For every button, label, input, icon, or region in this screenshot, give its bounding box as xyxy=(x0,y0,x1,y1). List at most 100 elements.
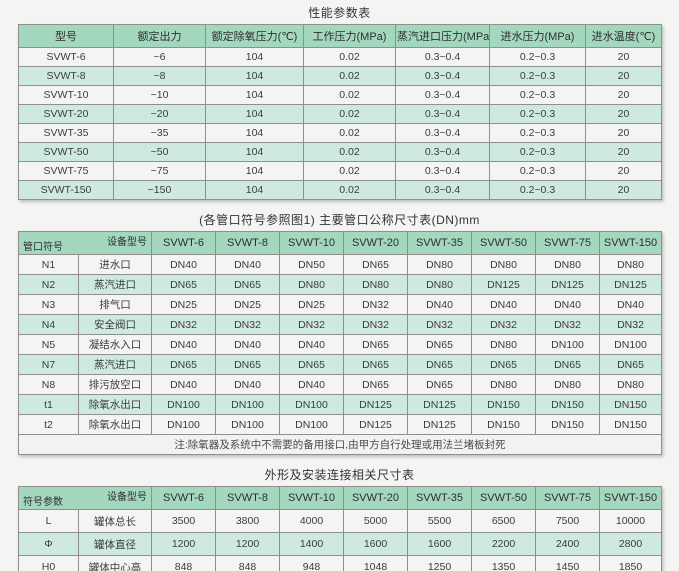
value-cell: 0.2~0.3 xyxy=(489,161,586,181)
model-column-header: SVWT-20 xyxy=(343,231,408,255)
value-cell: ~150 xyxy=(113,180,206,200)
symbol-cell: t2 xyxy=(18,414,79,435)
value-cell: 2800 xyxy=(599,532,662,556)
name-cell: 蒸汽进口 xyxy=(78,274,152,295)
value-cell: DN150 xyxy=(599,414,662,435)
value-cell: DN40 xyxy=(471,294,536,315)
value-cell: DN100 xyxy=(215,414,280,435)
value-cell: 5500 xyxy=(407,509,472,533)
dimensions-table: 设备型号 符号参数 SVWT-6 SVWT-8 SVWT-10 SVWT-20 SVWT-3… xyxy=(18,486,662,571)
column-header: 工作压力(MPa) xyxy=(303,24,396,48)
symbol-cell: N2 xyxy=(18,274,79,295)
name-cell: 凝结水入口 xyxy=(78,334,152,355)
value-cell: 0.3~0.4 xyxy=(395,47,490,67)
column-header: 进水压力(MPa) xyxy=(489,24,586,48)
table-row: N3 排气口 DN25 DN25 DN25 DN32 DN40 DN40 DN40 DN40 xyxy=(18,294,662,315)
value-cell: 0.3~0.4 xyxy=(395,66,490,86)
table-row: t2 除氧水出口 DN100 DN100 DN100 DN125 DN125 DN150 DN1… xyxy=(18,414,662,435)
table-row: N2 蒸汽进口 DN65 DN65 DN80 DN80 DN80 DN125 DN125 DN12… xyxy=(18,274,662,295)
value-cell: 7500 xyxy=(535,509,600,533)
name-cell: 除氧水出口 xyxy=(78,394,152,415)
model-cell: SVWT-150 xyxy=(18,180,114,200)
model-cell: SVWT-8 xyxy=(18,66,114,86)
corner-header-cell: 设备型号 符号参数 xyxy=(18,486,152,510)
value-cell: 0.3~0.4 xyxy=(395,161,490,181)
name-cell: 除氧水出口 xyxy=(78,414,152,435)
value-cell: DN65 xyxy=(151,354,216,375)
table-row: SVWT-35 ~35 104 0.02 0.3~0.4 0.2~0.3 20 xyxy=(18,123,662,143)
value-cell: DN65 xyxy=(407,374,472,395)
value-cell: 3500 xyxy=(151,509,216,533)
model-cell: SVWT-20 xyxy=(18,104,114,124)
value-cell: ~35 xyxy=(113,123,206,143)
value-cell: 1600 xyxy=(407,532,472,556)
table-row: SVWT-20 ~20 104 0.02 0.3~0.4 0.2~0.3 20 xyxy=(18,104,662,124)
symbol-cell: N5 xyxy=(18,334,79,355)
value-cell: DN80 xyxy=(279,274,344,295)
value-cell: ~6 xyxy=(113,47,206,67)
value-cell: 1250 xyxy=(407,555,472,571)
value-cell: DN150 xyxy=(471,394,536,415)
performance-table-title: 性能参数表 xyxy=(308,6,371,20)
value-cell: DN32 xyxy=(471,314,536,335)
corner-bottom-left-label: 符号参数 xyxy=(23,497,63,508)
performance-section: 性能参数表 型号 额定出力 额定除氧压力(℃) 工作压力(MPa) 蒸汽进口压力(MPa… xyxy=(18,2,679,200)
value-cell: DN65 xyxy=(407,334,472,355)
value-cell: 20 xyxy=(585,85,662,105)
table-row: t1 除氧水出口 DN100 DN100 DN100 DN125 DN125 DN150 DN1… xyxy=(18,394,662,415)
corner-bottom-left-label: 管口符号 xyxy=(23,242,63,253)
corner-top-right-label: 设备型号 xyxy=(107,237,147,248)
value-cell: DN80 xyxy=(599,254,662,275)
dimensions-table-title: 外形及安装连接相关尺寸表 xyxy=(264,468,415,482)
value-cell: 2400 xyxy=(535,532,600,556)
value-cell: 0.02 xyxy=(303,104,396,124)
name-cell: 排污放空口 xyxy=(78,374,152,395)
value-cell: 20 xyxy=(585,104,662,124)
model-cell: SVWT-75 xyxy=(18,161,114,181)
table-row: SVWT-10 ~10 104 0.02 0.3~0.4 0.2~0.3 20 xyxy=(18,85,662,105)
header-row: 设备型号 管口符号 SVWT-6 SVWT-8 SVWT-10 SVWT-20 SVWT-3… xyxy=(18,231,662,255)
value-cell: DN100 xyxy=(279,394,344,415)
value-cell: DN150 xyxy=(471,414,536,435)
value-cell: DN32 xyxy=(599,314,662,335)
value-cell: 848 xyxy=(215,555,280,571)
header-row: 型号 额定出力 额定除氧压力(℃) 工作压力(MPa) 蒸汽进口压力(MPa) 进水压力(… xyxy=(18,24,662,48)
symbol-cell: H0 xyxy=(18,555,79,571)
value-cell: DN125 xyxy=(407,394,472,415)
value-cell: DN32 xyxy=(151,314,216,335)
value-cell: DN100 xyxy=(535,334,600,355)
value-cell: DN125 xyxy=(599,274,662,295)
value-cell: 0.2~0.3 xyxy=(489,85,586,105)
value-cell: 104 xyxy=(205,123,304,143)
value-cell: 0.02 xyxy=(303,180,396,200)
value-cell: 0.02 xyxy=(303,85,396,105)
value-cell: 0.02 xyxy=(303,161,396,181)
nozzle-size-section: (各管口符号参照图1) 主要管口公称尺寸表(DN)mm 设备型号 管口符号 SVWT… xyxy=(18,209,679,455)
value-cell: DN65 xyxy=(535,354,600,375)
value-cell: DN25 xyxy=(151,294,216,315)
value-cell: DN125 xyxy=(343,394,408,415)
value-cell: DN25 xyxy=(215,294,280,315)
model-column-header: SVWT-10 xyxy=(279,486,344,510)
column-header: 进水温度(℃) xyxy=(585,24,662,48)
value-cell: 0.3~0.4 xyxy=(395,104,490,124)
model-column-header: SVWT-150 xyxy=(599,486,662,510)
value-cell: 0.3~0.4 xyxy=(395,85,490,105)
value-cell: 0.3~0.4 xyxy=(395,142,490,162)
value-cell: ~8 xyxy=(113,66,206,86)
nozzle-size-table: 设备型号 管口符号 SVWT-6 SVWT-8 SVWT-10 SVWT-20 SVWT-3… xyxy=(18,231,662,455)
value-cell: 6500 xyxy=(471,509,536,533)
value-cell: DN32 xyxy=(215,314,280,335)
value-cell: DN32 xyxy=(535,314,600,335)
value-cell: DN40 xyxy=(279,334,344,355)
value-cell: 848 xyxy=(151,555,216,571)
table-row: SVWT-50 ~50 104 0.02 0.3~0.4 0.2~0.3 20 xyxy=(18,142,662,162)
value-cell: 0.2~0.3 xyxy=(489,123,586,143)
corner-top-right-label: 设备型号 xyxy=(107,492,147,503)
value-cell: 20 xyxy=(585,180,662,200)
value-cell: DN25 xyxy=(279,294,344,315)
name-cell: 进水口 xyxy=(78,254,152,275)
value-cell: DN65 xyxy=(279,354,344,375)
model-column-header: SVWT-8 xyxy=(215,486,280,510)
value-cell: 1350 xyxy=(471,555,536,571)
